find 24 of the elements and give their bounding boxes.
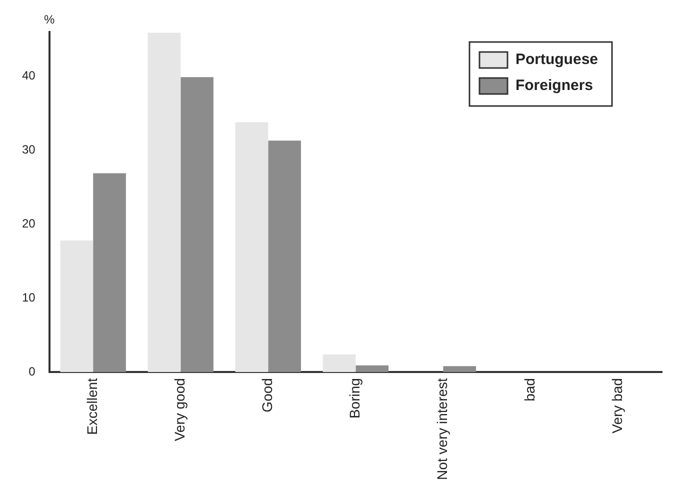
bar [322, 354, 356, 372]
bar [443, 366, 476, 372]
x-tick-label: Very good [171, 378, 188, 442]
legend-label: Foreigners [515, 77, 594, 94]
x-tick-label: Boring [346, 378, 363, 419]
bar [235, 122, 268, 372]
bar [60, 240, 94, 372]
y-axis-title: % [44, 12, 56, 26]
x-tick-label: Not very interest [434, 378, 450, 480]
legend-label: Portuguese [515, 51, 598, 68]
y-tick-label: 30 [22, 142, 36, 157]
x-tick-label: Good [259, 378, 276, 412]
x-tick-label: bad [522, 378, 538, 402]
bar [356, 365, 388, 372]
y-tick-label: 40 [22, 68, 36, 83]
y-tick-label: 0 [28, 364, 36, 378]
bar [268, 140, 301, 372]
y-tick-label: 20 [22, 216, 36, 231]
x-tick-label: Very bad [609, 378, 626, 434]
bar [180, 77, 214, 372]
x-tick-label: Excellent [84, 378, 100, 435]
bar [93, 173, 126, 372]
bar [148, 32, 181, 372]
y-tick-label: 10 [22, 290, 36, 304]
